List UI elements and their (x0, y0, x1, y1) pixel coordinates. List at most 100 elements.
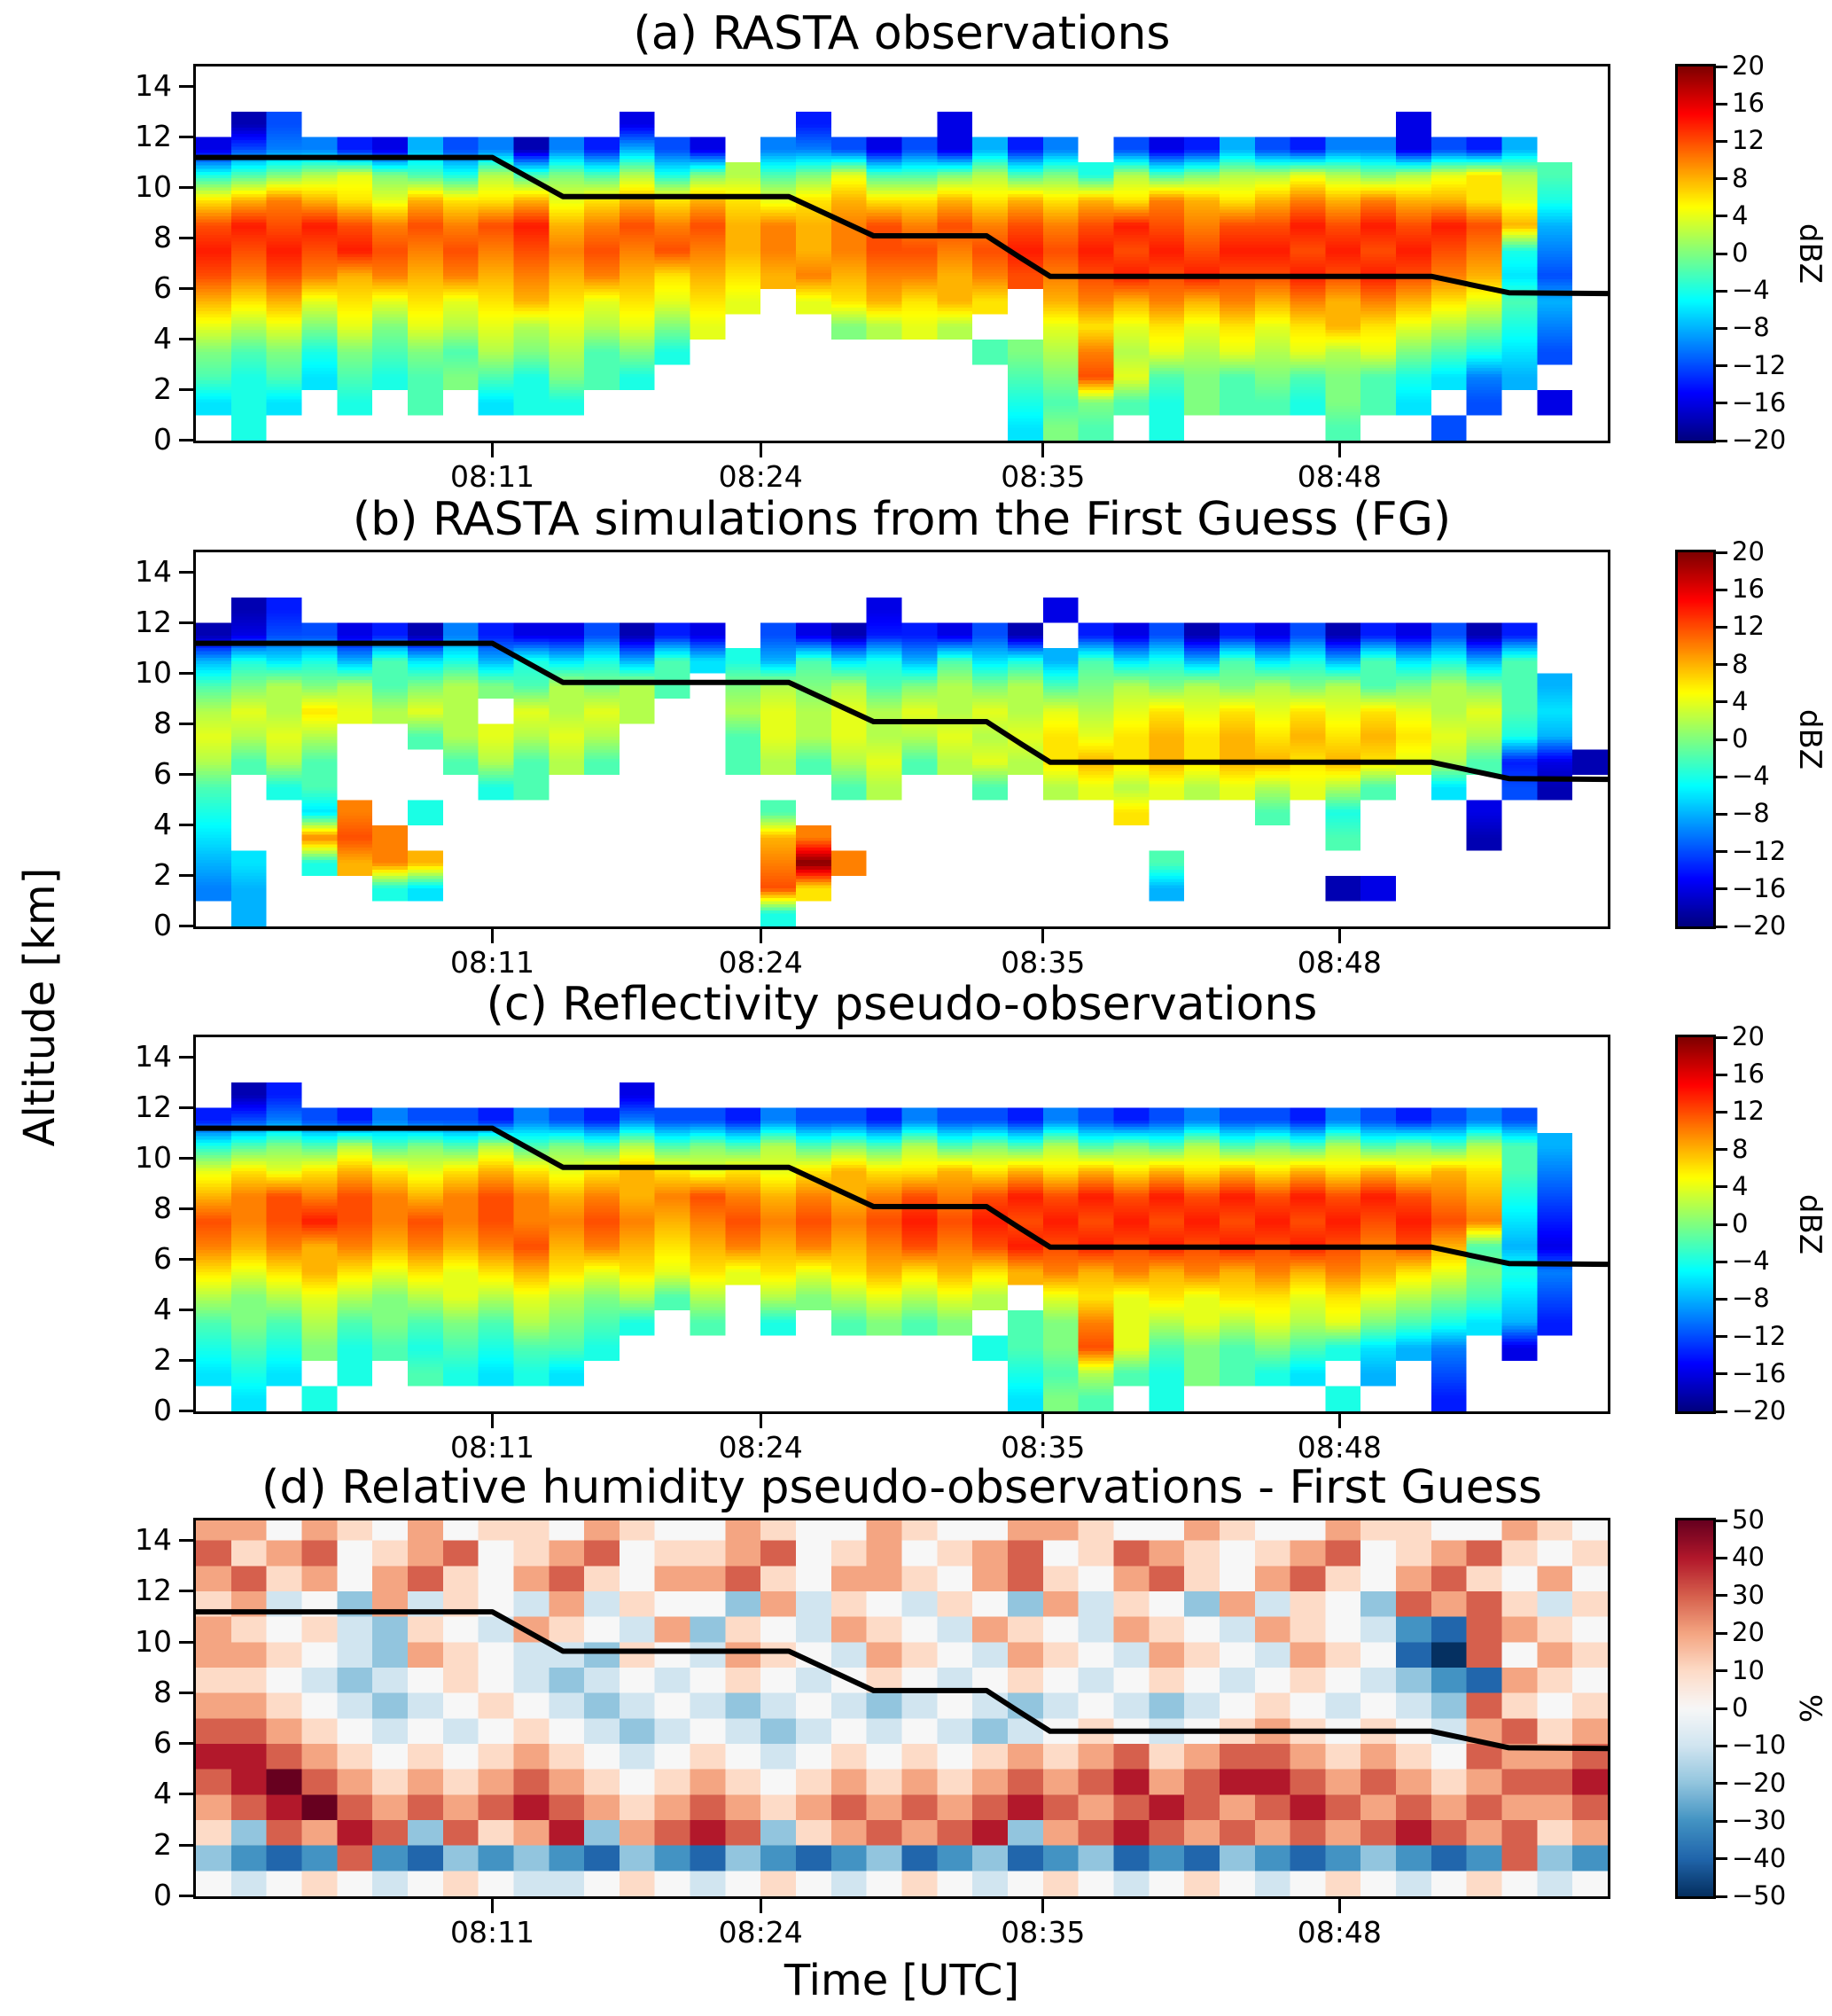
x-tick-label: 08:11 (449, 945, 535, 980)
colorbar-tick-label: 8 (1732, 1133, 1749, 1164)
tick-mark (491, 443, 495, 457)
panel-c-title: (c) Reflectivity pseudo-observations (486, 978, 1318, 1031)
colorbar-tick-label: −8 (1732, 798, 1770, 829)
tick-mark (1716, 1297, 1727, 1301)
x-tick-label: 08:35 (1001, 945, 1086, 980)
y-tick-label: 6 (153, 1725, 172, 1761)
tick-mark (179, 722, 193, 725)
tick-mark (179, 1843, 193, 1847)
y-tick-label: 2 (153, 856, 172, 892)
tick-mark (179, 1895, 193, 1897)
y-axis-label: Altitude [km] (15, 867, 65, 1147)
colorbar-tick-label: −8 (1732, 312, 1770, 343)
x-tick-label: 08:48 (1297, 459, 1382, 494)
tick-mark (759, 929, 762, 943)
colorbar-tick-label: −12 (1732, 1320, 1787, 1351)
x-tick-label: 08:24 (718, 459, 803, 494)
y-tick-label: 12 (135, 604, 172, 639)
y-tick-label: 0 (153, 1878, 172, 1912)
tick-mark (1716, 402, 1727, 405)
y-tick-label: 10 (135, 1623, 172, 1659)
colorbar-tick-label: 20 (1732, 51, 1765, 81)
colorbar-tick-label: −20 (1732, 1395, 1787, 1426)
tick-mark (491, 929, 495, 943)
tick-mark (179, 439, 193, 441)
x-tick-label: 08:24 (718, 1430, 803, 1465)
y-tick-label: 0 (153, 422, 172, 457)
x-tick-label: 08:48 (1297, 1915, 1382, 1950)
y-tick-label: 8 (153, 705, 172, 740)
tick-mark (1716, 139, 1727, 143)
colorbar-tick-label: −16 (1732, 387, 1787, 418)
colorbar-tick-label: −8 (1732, 1283, 1770, 1314)
colorbar-tick-label: −40 (1732, 1842, 1787, 1873)
colorbar-tick-label: 10 (1732, 1654, 1765, 1685)
tick-mark (179, 925, 193, 927)
panel-b-colorbar (1675, 550, 1716, 929)
tick-mark (179, 1793, 193, 1796)
tick-mark (1716, 215, 1727, 218)
tick-mark (1716, 812, 1727, 816)
tick-mark (1716, 738, 1727, 741)
colorbar-tick-label: 12 (1732, 125, 1765, 156)
tick-mark (179, 1257, 193, 1261)
tick-mark (1716, 65, 1727, 68)
colorbar-tick-label: −10 (1732, 1730, 1787, 1761)
tick-mark (1716, 1519, 1727, 1522)
y-tick-label: 2 (153, 1826, 172, 1862)
colorbar-tick-label: −16 (1732, 1357, 1787, 1388)
x-tick-label: 08:11 (449, 1430, 535, 1465)
tick-mark (759, 1899, 762, 1913)
colorbar-tick-label: 16 (1732, 88, 1765, 119)
panel-c-colorbar-gradient (1678, 1037, 1713, 1411)
tick-mark (1716, 551, 1727, 554)
tick-mark (759, 1414, 762, 1428)
tick-mark (1716, 1631, 1727, 1635)
tick-mark (1716, 102, 1727, 105)
colorbar-tick-label: 16 (1732, 1059, 1765, 1090)
tick-mark (179, 1640, 193, 1644)
tick-mark (1716, 1148, 1727, 1152)
tick-mark (1716, 1073, 1727, 1076)
colorbar-tick-label: −16 (1732, 872, 1787, 903)
colorbar-tick-label: 0 (1732, 723, 1749, 754)
panel-d-colorbar-gradient (1678, 1520, 1713, 1896)
colorbar-tick-label: 8 (1732, 162, 1749, 193)
x-tick-label: 08:11 (449, 459, 535, 494)
melting-layer-line (196, 1125, 1608, 1268)
colorbar-tick-label: 20 (1732, 1021, 1765, 1051)
y-tick-label: 14 (135, 1038, 172, 1074)
tick-mark (179, 84, 193, 88)
colorbar-tick-label: 12 (1732, 611, 1765, 642)
tick-mark (1337, 443, 1341, 457)
panel-d-colorbar (1675, 1518, 1716, 1899)
tick-mark (1716, 775, 1727, 778)
tick-mark (1716, 439, 1727, 442)
tick-mark (1716, 1372, 1727, 1376)
tick-mark (1716, 1110, 1727, 1113)
tick-mark (179, 1308, 193, 1311)
panel-b-heatmap (196, 552, 1608, 926)
x-axis-label: Time [UTC] (783, 1956, 1020, 2005)
tick-mark (179, 1055, 193, 1059)
tick-mark (1716, 1744, 1727, 1747)
colorbar-tick-label: −20 (1732, 425, 1787, 455)
tick-mark (1716, 289, 1727, 293)
tick-mark (1716, 1410, 1727, 1413)
panel-c-colorbar (1675, 1035, 1716, 1414)
tick-mark (179, 135, 193, 138)
colorbar-tick-label: −12 (1732, 349, 1787, 380)
tick-mark (1716, 1335, 1727, 1339)
tick-mark (179, 1156, 193, 1160)
tick-mark (1716, 1260, 1727, 1263)
x-tick-label: 08:48 (1297, 1430, 1382, 1465)
x-tick-label: 08:24 (718, 1915, 803, 1950)
panel-d-plot (193, 1518, 1610, 1899)
tick-mark (759, 443, 762, 457)
y-tick-label: 8 (153, 1190, 172, 1225)
tick-mark (1716, 925, 1727, 928)
tick-mark (1716, 625, 1727, 629)
tick-mark (491, 1899, 495, 1913)
x-tick-label: 08:35 (1001, 1430, 1086, 1465)
tick-mark (179, 1207, 193, 1210)
